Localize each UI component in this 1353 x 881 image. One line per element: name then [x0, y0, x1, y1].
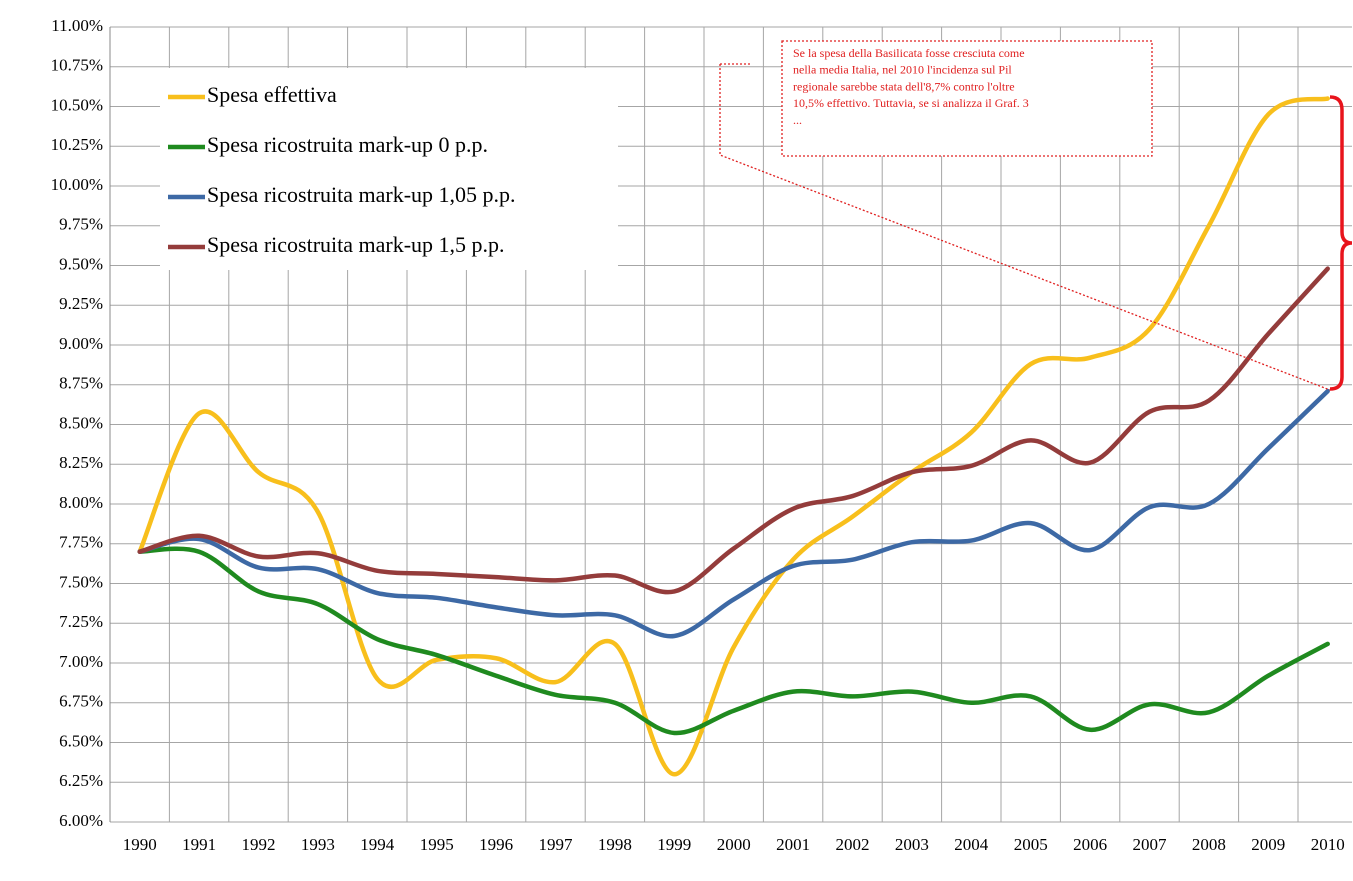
series-line [137, 546, 1330, 736]
annotation-line: Se la spesa della Basilicata fosse cresc… [793, 46, 1025, 60]
series-line [137, 266, 1330, 595]
y-tick-label: 8.50% [59, 413, 103, 432]
x-tick-label: 2004 [954, 835, 989, 854]
x-tick-label: 2002 [836, 835, 870, 854]
annotation-line: 10,5% effettivo. Tuttavia, se si analizz… [793, 96, 1029, 110]
annotation: Se la spesa della Basilicata fosse cresc… [793, 46, 1029, 127]
annotation-line: regionale sarebbe stata dell'8,7% contro… [793, 79, 1015, 93]
legend-label: Spesa ricostruita mark-up 1,05 p.p. [207, 182, 516, 207]
y-tick-label: 11.00% [51, 16, 103, 35]
annotation-box [781, 40, 1153, 157]
legend-label: Spesa effettiva [207, 82, 337, 107]
x-tick-label: 2003 [895, 835, 929, 854]
y-tick-label: 9.50% [59, 254, 103, 273]
x-tick-label: 1997 [539, 835, 574, 854]
y-tick-label: 6.75% [59, 692, 103, 711]
y-tick-label: 10.25% [51, 135, 103, 154]
annotation-line: nella media Italia, nel 2010 l'incidenza… [793, 63, 1012, 77]
x-tick-label: 1990 [123, 835, 157, 854]
x-tick-label: 2001 [776, 835, 810, 854]
y-tick-label: 7.75% [59, 533, 103, 552]
y-tick-label: 8.00% [59, 493, 103, 512]
y-tick-label: 9.00% [59, 334, 103, 353]
x-tick-label: 2009 [1251, 835, 1285, 854]
y-tick-label: 7.00% [59, 652, 103, 671]
legend-label: Spesa ricostruita mark-up 1,5 p.p. [207, 232, 505, 257]
series-line [137, 96, 1330, 777]
y-tick-label: 9.25% [59, 294, 103, 313]
y-tick-label: 10.50% [51, 95, 103, 114]
grid: 6.00% 6.25% 6.50% 6.75% 7.00% 7.25% 7.50% 7.75%… [51, 16, 1352, 854]
x-tick-label: 1996 [479, 835, 513, 854]
series-line [137, 388, 1330, 639]
y-tick-label: 10.75% [51, 56, 103, 75]
y-tick-label: 9.75% [59, 215, 103, 234]
y-tick-label: 7.50% [59, 572, 103, 591]
y-tick-label: 10.00% [51, 175, 103, 194]
legend-box [160, 68, 618, 270]
x-tick-label: 1991 [182, 835, 216, 854]
x-tick-label: 2006 [1073, 835, 1107, 854]
annotation-line: ... [793, 113, 802, 127]
x-tick-label: 2010 [1311, 835, 1345, 854]
x-tick-label: 1998 [598, 835, 632, 854]
x-tick-label: 2008 [1192, 835, 1226, 854]
y-tick-label: 6.50% [59, 731, 103, 750]
x-tick-label: 1993 [301, 835, 335, 854]
x-tick-label: 2007 [1133, 835, 1168, 854]
y-tick-label: 8.25% [59, 453, 103, 472]
x-tick-label: 1992 [242, 835, 276, 854]
x-tick-label: 2005 [1014, 835, 1048, 854]
y-tick-label: 7.25% [59, 612, 103, 631]
y-tick-label: 8.75% [59, 374, 103, 393]
x-tick-label: 1995 [420, 835, 454, 854]
lines [137, 96, 1330, 777]
x-tick-label: 1994 [360, 835, 395, 854]
legend-label: Spesa ricostruita mark-up 0 p.p. [207, 132, 488, 157]
x-tick-label: 1999 [657, 835, 691, 854]
bracket [1329, 95, 1353, 391]
y-tick-label: 6.25% [59, 771, 103, 790]
y-tick-label: 6.00% [59, 811, 103, 830]
annotation-pointer [719, 63, 1331, 391]
x-tick-label: 2000 [717, 835, 751, 854]
legend: Spesa effettiva Spesa ricostruita mark-up… [168, 82, 516, 257]
